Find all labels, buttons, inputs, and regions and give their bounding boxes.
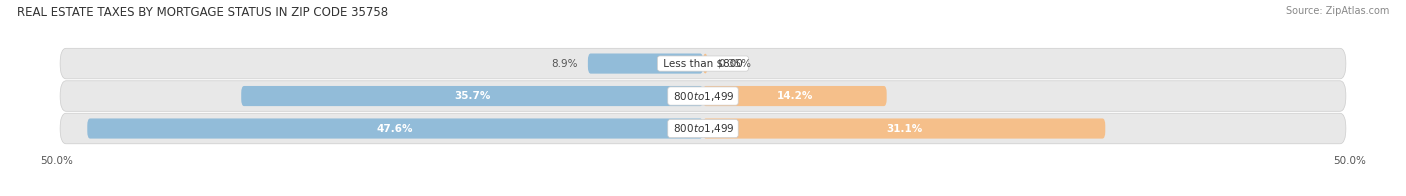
Text: $800 to $1,499: $800 to $1,499: [671, 122, 735, 135]
FancyBboxPatch shape: [242, 86, 703, 106]
Text: 47.6%: 47.6%: [377, 123, 413, 133]
FancyBboxPatch shape: [60, 113, 1346, 144]
FancyBboxPatch shape: [703, 54, 707, 74]
Text: Source: ZipAtlas.com: Source: ZipAtlas.com: [1285, 6, 1389, 16]
FancyBboxPatch shape: [60, 81, 1346, 111]
Text: 35.7%: 35.7%: [454, 91, 491, 101]
Text: 14.2%: 14.2%: [776, 91, 813, 101]
FancyBboxPatch shape: [703, 86, 887, 106]
Text: 31.1%: 31.1%: [886, 123, 922, 133]
Legend: Without Mortgage, With Mortgage: Without Mortgage, With Mortgage: [596, 192, 810, 196]
FancyBboxPatch shape: [60, 48, 1346, 79]
Text: 0.35%: 0.35%: [718, 59, 751, 69]
Text: REAL ESTATE TAXES BY MORTGAGE STATUS IN ZIP CODE 35758: REAL ESTATE TAXES BY MORTGAGE STATUS IN …: [17, 6, 388, 19]
FancyBboxPatch shape: [87, 118, 703, 139]
FancyBboxPatch shape: [703, 118, 1105, 139]
Text: Less than $800: Less than $800: [659, 59, 747, 69]
Text: 8.9%: 8.9%: [551, 59, 578, 69]
Text: $800 to $1,499: $800 to $1,499: [671, 90, 735, 103]
FancyBboxPatch shape: [588, 54, 703, 74]
